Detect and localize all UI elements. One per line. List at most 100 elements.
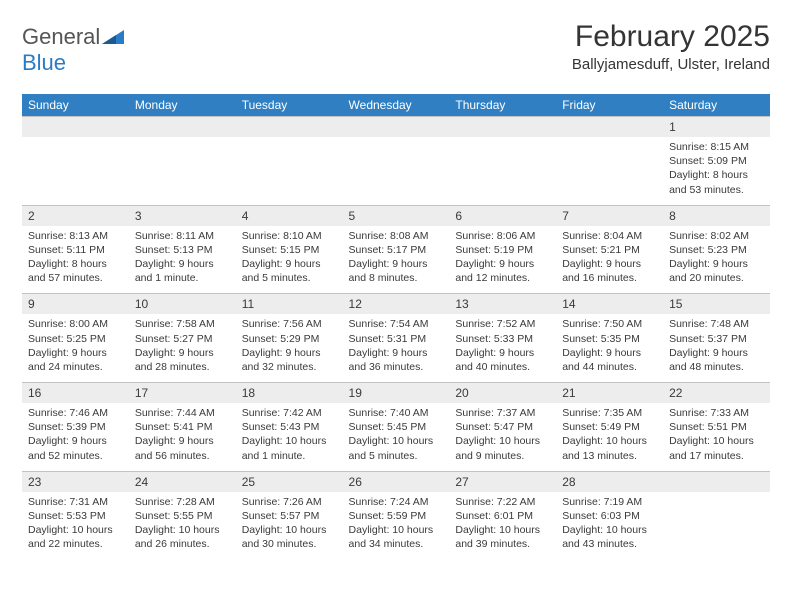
day-body: Sunrise: 7:19 AMSunset: 6:03 PMDaylight:… (556, 492, 663, 560)
day-cell (556, 117, 663, 206)
daylight-text: Daylight: 10 hours and 9 minutes. (455, 434, 550, 462)
sunrise-text: Sunrise: 7:46 AM (28, 406, 123, 420)
day-header: Monday (129, 94, 236, 117)
daylight-text: Daylight: 10 hours and 43 minutes. (562, 523, 657, 551)
day-cell: 9Sunrise: 8:00 AMSunset: 5:25 PMDaylight… (22, 294, 129, 383)
daylight-text: Daylight: 9 hours and 16 minutes. (562, 257, 657, 285)
day-body: Sunrise: 7:24 AMSunset: 5:59 PMDaylight:… (343, 492, 450, 560)
sunrise-text: Sunrise: 8:04 AM (562, 229, 657, 243)
day-number: 25 (236, 472, 343, 492)
daylight-text: Daylight: 9 hours and 8 minutes. (349, 257, 444, 285)
sunset-text: Sunset: 5:53 PM (28, 509, 123, 523)
day-cell: 17Sunrise: 7:44 AMSunset: 5:41 PMDayligh… (129, 383, 236, 472)
day-body: Sunrise: 7:31 AMSunset: 5:53 PMDaylight:… (22, 492, 129, 560)
day-number: 5 (343, 206, 450, 226)
day-number: 28 (556, 472, 663, 492)
logo-text-general: GeneralBlue (22, 24, 124, 76)
day-body (556, 137, 663, 195)
sunrise-text: Sunrise: 8:10 AM (242, 229, 337, 243)
day-number: 17 (129, 383, 236, 403)
sunset-text: Sunset: 6:03 PM (562, 509, 657, 523)
day-body (449, 137, 556, 195)
day-number (556, 117, 663, 137)
daylight-text: Daylight: 9 hours and 48 minutes. (669, 346, 764, 374)
day-number (129, 117, 236, 137)
day-cell: 11Sunrise: 7:56 AMSunset: 5:29 PMDayligh… (236, 294, 343, 383)
sunrise-text: Sunrise: 7:54 AM (349, 317, 444, 331)
day-body (129, 137, 236, 195)
sunrise-text: Sunrise: 7:52 AM (455, 317, 550, 331)
sunrise-text: Sunrise: 7:44 AM (135, 406, 230, 420)
day-number: 9 (22, 294, 129, 314)
daylight-text: Daylight: 10 hours and 22 minutes. (28, 523, 123, 551)
daylight-text: Daylight: 10 hours and 30 minutes. (242, 523, 337, 551)
day-cell: 14Sunrise: 7:50 AMSunset: 5:35 PMDayligh… (556, 294, 663, 383)
day-cell: 21Sunrise: 7:35 AMSunset: 5:49 PMDayligh… (556, 383, 663, 472)
sunset-text: Sunset: 5:39 PM (28, 420, 123, 434)
sunset-text: Sunset: 5:47 PM (455, 420, 550, 434)
sunrise-text: Sunrise: 7:19 AM (562, 495, 657, 509)
week-row: 1Sunrise: 8:15 AMSunset: 5:09 PMDaylight… (22, 117, 770, 206)
sunset-text: Sunset: 5:11 PM (28, 243, 123, 257)
day-cell: 7Sunrise: 8:04 AMSunset: 5:21 PMDaylight… (556, 205, 663, 294)
daylight-text: Daylight: 10 hours and 13 minutes. (562, 434, 657, 462)
day-body: Sunrise: 7:58 AMSunset: 5:27 PMDaylight:… (129, 314, 236, 382)
day-header: Thursday (449, 94, 556, 117)
logo: GeneralBlue (22, 20, 124, 76)
day-cell: 24Sunrise: 7:28 AMSunset: 5:55 PMDayligh… (129, 471, 236, 559)
sunrise-text: Sunrise: 8:15 AM (669, 140, 764, 154)
day-number: 2 (22, 206, 129, 226)
sunrise-text: Sunrise: 7:56 AM (242, 317, 337, 331)
day-body: Sunrise: 8:11 AMSunset: 5:13 PMDaylight:… (129, 226, 236, 294)
day-body: Sunrise: 8:15 AMSunset: 5:09 PMDaylight:… (663, 137, 770, 205)
calendar-body: 1Sunrise: 8:15 AMSunset: 5:09 PMDaylight… (22, 117, 770, 560)
day-cell: 6Sunrise: 8:06 AMSunset: 5:19 PMDaylight… (449, 205, 556, 294)
sunset-text: Sunset: 5:27 PM (135, 332, 230, 346)
day-cell (22, 117, 129, 206)
sunset-text: Sunset: 5:29 PM (242, 332, 337, 346)
sunrise-text: Sunrise: 8:08 AM (349, 229, 444, 243)
sunset-text: Sunset: 5:31 PM (349, 332, 444, 346)
sunrise-text: Sunrise: 8:06 AM (455, 229, 550, 243)
week-row: 16Sunrise: 7:46 AMSunset: 5:39 PMDayligh… (22, 383, 770, 472)
day-body: Sunrise: 7:33 AMSunset: 5:51 PMDaylight:… (663, 403, 770, 471)
day-number: 23 (22, 472, 129, 492)
day-number: 15 (663, 294, 770, 314)
day-number: 19 (343, 383, 450, 403)
sunrise-text: Sunrise: 8:00 AM (28, 317, 123, 331)
day-body: Sunrise: 7:50 AMSunset: 5:35 PMDaylight:… (556, 314, 663, 382)
day-body: Sunrise: 7:44 AMSunset: 5:41 PMDaylight:… (129, 403, 236, 471)
day-number: 26 (343, 472, 450, 492)
week-row: 2Sunrise: 8:13 AMSunset: 5:11 PMDaylight… (22, 205, 770, 294)
sunrise-text: Sunrise: 7:24 AM (349, 495, 444, 509)
day-body (663, 492, 770, 550)
day-cell (236, 117, 343, 206)
day-cell: 1Sunrise: 8:15 AMSunset: 5:09 PMDaylight… (663, 117, 770, 206)
sunset-text: Sunset: 5:55 PM (135, 509, 230, 523)
daylight-text: Daylight: 9 hours and 32 minutes. (242, 346, 337, 374)
day-body: Sunrise: 8:13 AMSunset: 5:11 PMDaylight:… (22, 226, 129, 294)
day-cell: 23Sunrise: 7:31 AMSunset: 5:53 PMDayligh… (22, 471, 129, 559)
day-body (236, 137, 343, 195)
day-cell: 26Sunrise: 7:24 AMSunset: 5:59 PMDayligh… (343, 471, 450, 559)
sunset-text: Sunset: 5:23 PM (669, 243, 764, 257)
sunrise-text: Sunrise: 8:13 AM (28, 229, 123, 243)
day-number (449, 117, 556, 137)
sunset-text: Sunset: 5:25 PM (28, 332, 123, 346)
calendar-table: SundayMondayTuesdayWednesdayThursdayFrid… (22, 94, 770, 559)
day-body: Sunrise: 7:54 AMSunset: 5:31 PMDaylight:… (343, 314, 450, 382)
sunrise-text: Sunrise: 7:50 AM (562, 317, 657, 331)
title-block: February 2025 Ballyjamesduff, Ulster, Ir… (572, 20, 770, 73)
sunrise-text: Sunrise: 8:11 AM (135, 229, 230, 243)
day-body: Sunrise: 7:52 AMSunset: 5:33 PMDaylight:… (449, 314, 556, 382)
day-body: Sunrise: 7:48 AMSunset: 5:37 PMDaylight:… (663, 314, 770, 382)
daylight-text: Daylight: 9 hours and 36 minutes. (349, 346, 444, 374)
sunset-text: Sunset: 5:17 PM (349, 243, 444, 257)
day-body: Sunrise: 8:08 AMSunset: 5:17 PMDaylight:… (343, 226, 450, 294)
logo-text-blue: Blue (22, 50, 66, 75)
sunset-text: Sunset: 5:59 PM (349, 509, 444, 523)
day-cell: 8Sunrise: 8:02 AMSunset: 5:23 PMDaylight… (663, 205, 770, 294)
sunset-text: Sunset: 5:41 PM (135, 420, 230, 434)
day-number: 1 (663, 117, 770, 137)
day-body: Sunrise: 8:02 AMSunset: 5:23 PMDaylight:… (663, 226, 770, 294)
